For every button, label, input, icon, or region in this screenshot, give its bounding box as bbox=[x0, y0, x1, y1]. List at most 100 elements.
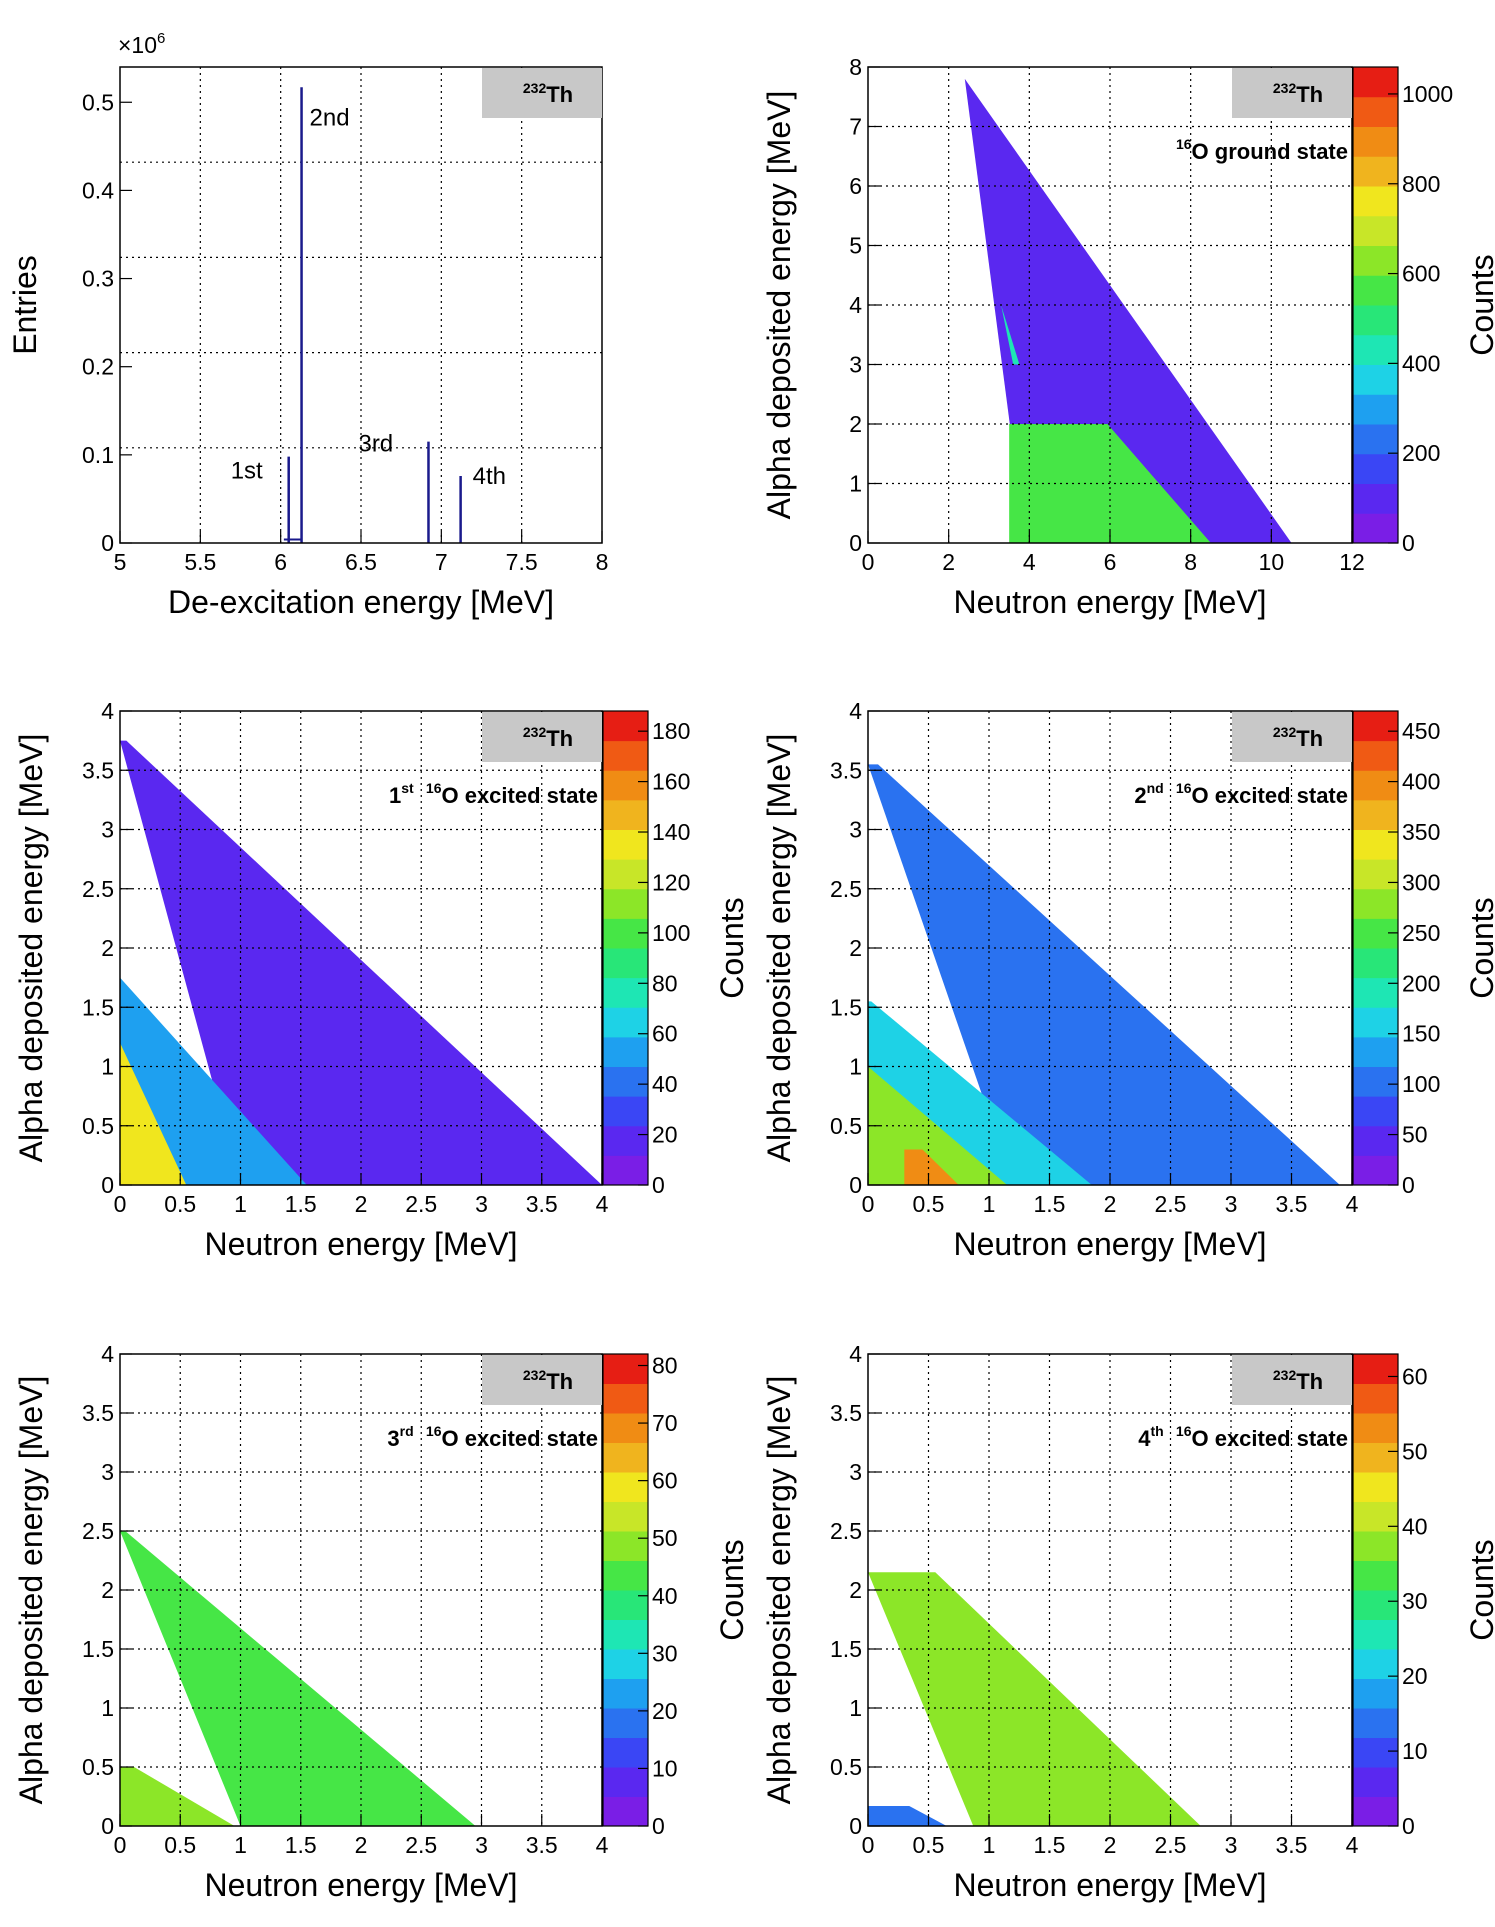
y-axis-title: Alpha deposited energy [MeV] bbox=[761, 1376, 797, 1805]
colorbar-segment bbox=[1353, 1066, 1398, 1097]
y-tick-label: 8 bbox=[849, 54, 862, 80]
x-tick-label: 4 bbox=[1346, 1832, 1359, 1858]
colorbar-frame bbox=[1352, 1353, 1399, 1827]
isotope-mass: 232 bbox=[523, 724, 547, 740]
colorbar-tick-label: 350 bbox=[1402, 819, 1440, 845]
state-description: O ground state bbox=[1192, 139, 1348, 164]
y-tick-label: 1.5 bbox=[82, 994, 114, 1020]
heatmap-region bbox=[868, 1066, 1008, 1185]
isotope-tag-box bbox=[1232, 712, 1352, 762]
colorbar-tick-label: 100 bbox=[652, 920, 690, 946]
colorbar-tick-label: 20 bbox=[652, 1122, 678, 1148]
colorbar-segment bbox=[1353, 888, 1398, 919]
y-tick-label: 1 bbox=[849, 471, 862, 497]
y-tick-label: 3 bbox=[849, 1459, 862, 1485]
y-multiplier-base: ×10 bbox=[118, 32, 157, 58]
grid-lines bbox=[868, 1354, 1352, 1826]
colorbar-tick-label: 400 bbox=[1402, 350, 1440, 376]
y-tick-label: 0.5 bbox=[82, 1113, 114, 1139]
colorbar-tick-label: 150 bbox=[1402, 1021, 1440, 1047]
x-tick-label: 0 bbox=[862, 1832, 875, 1858]
y-tick-label: 3 bbox=[849, 352, 862, 378]
x-tick-label: 1 bbox=[234, 1832, 247, 1858]
heatmap-regions bbox=[868, 1572, 1201, 1826]
colorbar-segment bbox=[1353, 1678, 1398, 1709]
y-tick-label: 1 bbox=[101, 1695, 114, 1721]
colorbar-segment bbox=[1353, 1796, 1398, 1827]
y-tick-label: 6 bbox=[849, 173, 862, 199]
state-label: 1st 16O excited state bbox=[389, 780, 598, 808]
x-tick-label: 3 bbox=[475, 1191, 488, 1217]
grid-lines bbox=[868, 711, 1352, 1185]
isotope-tag-box bbox=[1232, 1355, 1352, 1405]
colorbar-segment bbox=[1353, 96, 1398, 127]
state-ordinal-suffix: nd bbox=[1147, 780, 1164, 796]
x-tick-label: 10 bbox=[1259, 549, 1285, 575]
y-tick-label: 2 bbox=[101, 935, 114, 961]
isotope-mass: 232 bbox=[1273, 1367, 1297, 1383]
isotope-mass: 232 bbox=[1273, 80, 1297, 96]
colorbar-segment bbox=[1353, 711, 1398, 742]
y-tick-label: 3.5 bbox=[82, 757, 114, 783]
colorbar-segment bbox=[1353, 1383, 1398, 1414]
y-tick-label: 0.3 bbox=[82, 266, 114, 292]
y-axis-title: Alpha deposited energy [MeV] bbox=[13, 734, 49, 1163]
x-tick-label: 3 bbox=[475, 1832, 488, 1858]
colorbar-title: Counts bbox=[1464, 1539, 1495, 1640]
state-description: O excited state bbox=[441, 783, 598, 808]
heatmap-region bbox=[904, 1149, 959, 1185]
isotope-element: Th bbox=[546, 726, 573, 751]
x-axis-title: De-excitation energy [MeV] bbox=[168, 584, 554, 620]
x-axis-title: Neutron energy [MeV] bbox=[953, 1867, 1266, 1903]
y-tick-label: 0.1 bbox=[82, 442, 114, 468]
state-label: 2nd 16O excited state bbox=[1134, 780, 1348, 808]
isotope-mass: 232 bbox=[1273, 724, 1297, 740]
x-tick-label: 2 bbox=[355, 1832, 368, 1858]
state-ordinal-suffix: st bbox=[401, 780, 414, 796]
heatmap-regions bbox=[120, 1531, 476, 1826]
colorbar-segment bbox=[603, 1560, 648, 1591]
x-tick-label: 3.5 bbox=[1276, 1832, 1308, 1858]
y-tick-label: 0 bbox=[101, 1172, 114, 1198]
colorbar-segment bbox=[603, 711, 648, 742]
state-ordinal-number: 2 bbox=[1134, 783, 1146, 808]
colorbar: 0 200 400 600 800 1000 Counts bbox=[1352, 66, 1495, 556]
y-tick-label: 1 bbox=[849, 1695, 862, 1721]
y-tick-label: 1 bbox=[849, 1054, 862, 1080]
colorbar-segment bbox=[603, 1036, 648, 1067]
y-tick-label: 4 bbox=[849, 292, 862, 318]
colorbar-segment bbox=[603, 1413, 648, 1443]
x-tick-label: 12 bbox=[1339, 549, 1365, 575]
colorbar-tick-label: 140 bbox=[652, 819, 690, 845]
x-tick-label: 1 bbox=[234, 1191, 247, 1217]
colorbar-title: Counts bbox=[1464, 254, 1495, 355]
isotope-tag: 232Th bbox=[1273, 724, 1323, 751]
colorbar-segment bbox=[1353, 1501, 1398, 1532]
y-tick-label: 0.5 bbox=[82, 1754, 114, 1780]
heatmap-region bbox=[868, 1805, 947, 1826]
x-tick-label: 0.5 bbox=[164, 1832, 196, 1858]
y-tick-label: 1.5 bbox=[830, 1636, 862, 1662]
colorbar-tick-label: 1000 bbox=[1402, 81, 1453, 107]
isotope-tag-box bbox=[482, 68, 602, 118]
state-ordinal-number: 1 bbox=[389, 783, 401, 808]
colorbar-tick-label: 50 bbox=[1402, 1438, 1428, 1464]
colorbar-segment bbox=[1353, 186, 1398, 217]
colorbar-segment bbox=[603, 829, 648, 860]
state-description: O excited state bbox=[441, 1426, 598, 1451]
isotope-element: Th bbox=[1296, 726, 1323, 751]
colorbar-tick-label: 50 bbox=[1402, 1122, 1428, 1148]
x-tick-label: 1.5 bbox=[1034, 1191, 1066, 1217]
grid-lines bbox=[120, 67, 602, 543]
isotope-element: Th bbox=[546, 1369, 573, 1394]
x-tick-label: 6 bbox=[274, 549, 287, 575]
y-tick-label: 0 bbox=[849, 1172, 862, 1198]
isotope-tag-box bbox=[482, 1355, 602, 1405]
colorbar-segment bbox=[1353, 1619, 1398, 1650]
colorbar-segment bbox=[1353, 1590, 1398, 1620]
y-axis-title: Alpha deposited energy [MeV] bbox=[761, 91, 797, 520]
state-ordinal-number: 3 bbox=[387, 1426, 399, 1451]
y-tick-label: 2 bbox=[849, 411, 862, 437]
